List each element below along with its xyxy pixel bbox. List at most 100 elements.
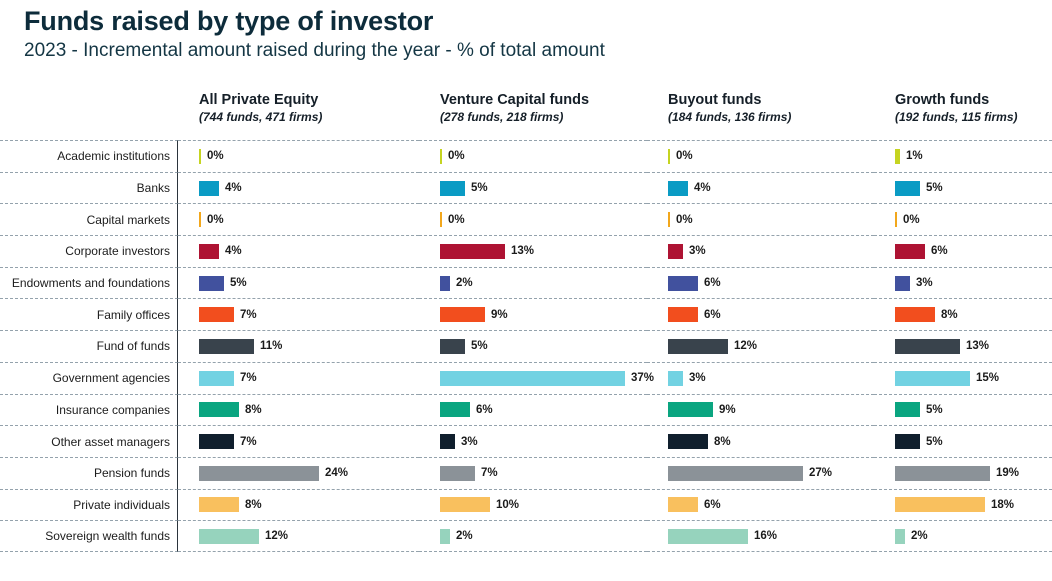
bar-value-label: 0% <box>903 213 920 226</box>
bar <box>199 307 234 323</box>
bar-value-label: 8% <box>245 403 262 416</box>
bar <box>199 180 219 196</box>
bar-cell: 5% <box>874 393 1052 426</box>
bar <box>895 212 897 228</box>
bar-cell: 9% <box>419 298 647 330</box>
column-header-buyout: Buyout funds (184 funds, 136 firms) <box>647 92 874 140</box>
category-label: Academic institutions <box>0 140 178 172</box>
bar-value-label: 8% <box>245 498 262 511</box>
category-label: Insurance companies <box>0 393 178 426</box>
category-label: Sovereign wealth funds <box>0 520 178 552</box>
bar-cell: 7% <box>178 361 419 394</box>
bar-cell: 3% <box>874 266 1052 299</box>
category-label: Other asset managers <box>0 425 178 457</box>
category-label: Private individuals <box>0 488 178 521</box>
bar <box>895 275 910 291</box>
bar-value-label: 7% <box>240 372 257 385</box>
bar-cell: 7% <box>178 298 419 330</box>
bar <box>895 497 985 513</box>
bar-cell: 4% <box>178 235 419 267</box>
bar-value-label: 5% <box>471 340 488 353</box>
bar-cell: 5% <box>419 171 647 204</box>
bar <box>440 465 475 481</box>
bar <box>895 243 925 259</box>
bar-cell: 37% <box>419 361 654 394</box>
bar-value-label: 4% <box>225 245 242 258</box>
column-title: Buyout funds <box>668 92 762 108</box>
bar-value-label: 5% <box>926 182 943 195</box>
bar-value-label: 0% <box>676 213 693 226</box>
chart-grid: All Private Equity (744 funds, 471 firms… <box>0 92 1052 552</box>
bar-cell: 12% <box>178 520 419 552</box>
bar-cell: 8% <box>178 488 419 521</box>
bar <box>895 338 960 354</box>
column-header-all-private-equity: All Private Equity (744 funds, 471 firms… <box>178 92 419 140</box>
bar-cell: 15% <box>874 361 1052 394</box>
column-header-growth: Growth funds (192 funds, 115 firms) <box>874 92 1052 140</box>
bar-cell: 0% <box>419 203 647 235</box>
bar-cell: 3% <box>647 235 874 267</box>
bar-value-label: 0% <box>676 150 693 163</box>
bar-cell: 8% <box>647 425 874 457</box>
bar-cell: 24% <box>178 456 419 489</box>
header-spacer <box>0 92 178 140</box>
bar-value-label: 13% <box>511 245 535 258</box>
bar-value-label: 12% <box>265 530 289 543</box>
bar <box>440 243 505 259</box>
bar-value-label: 27% <box>809 467 833 480</box>
bar <box>668 497 698 513</box>
bar-cell: 2% <box>419 266 647 299</box>
bar <box>199 497 239 513</box>
bar-cell: 6% <box>419 393 647 426</box>
bar <box>440 275 450 291</box>
category-label: Endowments and foundations <box>0 266 178 299</box>
bar <box>668 307 698 323</box>
bar-value-label: 11% <box>260 340 283 353</box>
bar-value-label: 0% <box>207 213 224 226</box>
bar-cell: 9% <box>647 393 874 426</box>
bar-value-label: 3% <box>916 277 933 290</box>
bar-cell: 16% <box>647 520 874 552</box>
bar-cell: 3% <box>419 425 647 457</box>
bar <box>895 148 900 164</box>
bar-value-label: 15% <box>976 372 1000 385</box>
bar-value-label: 18% <box>991 498 1015 511</box>
bar-cell: 11% <box>178 330 419 362</box>
bar-value-label: 2% <box>911 530 928 543</box>
bar-cell: 4% <box>647 171 874 204</box>
bar-cell: 0% <box>874 203 1052 235</box>
bar <box>199 528 259 544</box>
bar <box>895 528 905 544</box>
bar <box>668 212 670 228</box>
bar-cell: 2% <box>419 520 647 552</box>
bar-cell: 18% <box>874 488 1052 521</box>
bar-cell: 8% <box>178 393 419 426</box>
bar-value-label: 7% <box>240 308 257 321</box>
bar-cell: 1% <box>874 140 1052 172</box>
bar-cell: 5% <box>178 266 419 299</box>
bar-value-label: 9% <box>491 308 508 321</box>
bar <box>440 370 625 386</box>
category-label: Government agencies <box>0 361 178 394</box>
bar-value-label: 6% <box>476 403 493 416</box>
bar <box>895 180 920 196</box>
bar-value-label: 5% <box>926 435 943 448</box>
bar <box>668 180 688 196</box>
bar-cell: 5% <box>419 330 647 362</box>
category-label: Banks <box>0 171 178 204</box>
bar <box>895 307 935 323</box>
bar-cell: 0% <box>178 203 419 235</box>
bar-value-label: 19% <box>996 467 1020 480</box>
bar-cell: 8% <box>874 298 1052 330</box>
category-label: Fund of funds <box>0 330 178 362</box>
column-header-venture-capital: Venture Capital funds (278 funds, 218 fi… <box>419 92 647 140</box>
bar-cell: 6% <box>874 235 1052 267</box>
bar-value-label: 7% <box>481 467 498 480</box>
bar <box>668 465 803 481</box>
bar-value-label: 6% <box>704 308 721 321</box>
category-label: Capital markets <box>0 203 178 236</box>
bar-value-label: 3% <box>689 372 706 385</box>
bar <box>668 528 748 544</box>
bar <box>895 465 990 481</box>
column-title: Growth funds <box>895 92 990 108</box>
